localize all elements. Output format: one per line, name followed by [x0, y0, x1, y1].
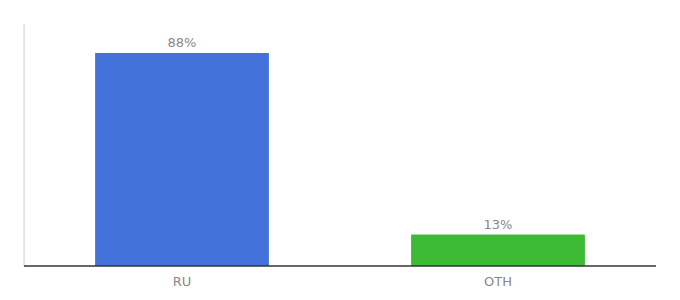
x-tick-label: OTH: [484, 274, 512, 289]
x-axis-line: [24, 265, 656, 267]
bars: [95, 53, 585, 266]
bar: [411, 235, 585, 266]
chart-svg: 88% 13% RU OTH: [0, 0, 680, 300]
bar: [95, 53, 269, 266]
chart-container: 88% 13% RU OTH: [0, 0, 680, 300]
data-label: 88%: [168, 35, 197, 50]
y-axis-line: [24, 24, 25, 266]
x-tick-label: RU: [173, 274, 192, 289]
data-label: 13%: [484, 217, 513, 232]
